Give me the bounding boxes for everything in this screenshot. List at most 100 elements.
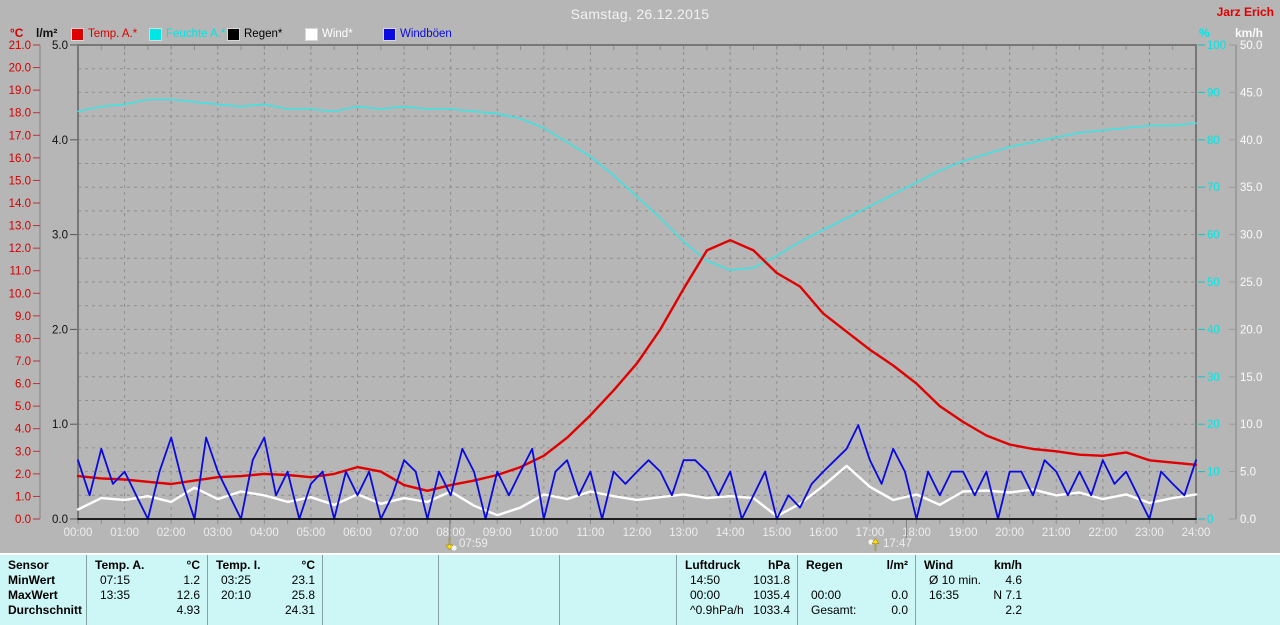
max-time: 00:00 (690, 588, 721, 602)
humidity-axis-tick-label: 40 (1207, 324, 1220, 336)
col-unit: hPa (767, 558, 790, 572)
temp-axis-tick-label: 12.0 (9, 243, 31, 255)
temp-axis-tick-label: 20.0 (9, 63, 31, 75)
table-column-row-labels: Sensor MinWert MaxWert Durchschnitt (0, 555, 86, 625)
x-axis-tick-label: 21:00 (1042, 527, 1071, 539)
legend-label: Regen* (244, 28, 283, 40)
min-time: 03:25 (221, 573, 252, 587)
wind-swatch-icon (305, 27, 318, 41)
col-header: Wind (924, 558, 954, 572)
avg-value: 0.0 (891, 603, 908, 617)
avg-value: 4.93 (176, 603, 200, 617)
temp-axis-tick-label: 3.0 (15, 446, 31, 458)
temp-axis-tick-label: 13.0 (9, 221, 31, 233)
col-header: Regen (806, 558, 843, 572)
sunset-marker: 17:47 (868, 538, 912, 551)
min-value: 1031.8 (753, 573, 790, 587)
x-axis-tick-label: 09:00 (483, 527, 512, 539)
legend-item-temp: Temp. A.* (71, 27, 150, 41)
rain-axis-tick-label: 5.0 (52, 40, 68, 52)
station-name: Jarz Erich (1216, 5, 1274, 19)
table-column-wind: Wind km/h Ø 10 min. 4.6 16:35 N 7.1 2.2 (915, 555, 1280, 625)
table-column-regen: Regen l/m² 00:00 0.0 Gesamt: 0.0 (797, 555, 915, 625)
wind-axis-tick-label: 45.0 (1240, 87, 1262, 99)
wind-axis-tick-label: 10.0 (1240, 419, 1262, 431)
temp-axis-tick-label: 8.0 (15, 333, 31, 345)
avg-label: Gesamt: (811, 603, 857, 617)
row-label-min: MinWert (8, 573, 56, 587)
x-axis-tick-label: 20:00 (995, 527, 1024, 539)
left-axis-unit-temp: °C (10, 26, 24, 40)
temp-axis-tick-label: 7.0 (15, 356, 31, 368)
humidity-axis-tick-label: 30 (1207, 372, 1220, 384)
humidity-axis-tick-label: 50 (1207, 277, 1220, 289)
max-time: 16:35 (929, 588, 960, 602)
legend-item-gusts: Windböen (383, 27, 462, 41)
temp-axis-tick-label: 10.0 (9, 288, 31, 300)
rain-swatch-icon (227, 27, 240, 41)
sunrise-time: 07:59 (459, 538, 488, 550)
humidity-axis-tick-label: 80 (1207, 135, 1220, 147)
humidity-swatch-icon (149, 27, 162, 41)
temp-axis-tick-label: 2.0 (15, 469, 31, 481)
x-axis-tick-label: 02:00 (157, 527, 186, 539)
humidity-axis-tick-label: 20 (1207, 419, 1220, 431)
legend-item-humidity: Feuchte A.* (149, 27, 228, 41)
max-time: 20:10 (221, 588, 252, 602)
humidity-axis-tick-label: 60 (1207, 230, 1220, 242)
x-axis-tick-label: 05:00 (297, 527, 326, 539)
x-axis-tick-label: 24:00 (1182, 527, 1211, 539)
max-value: N 7.1 (993, 588, 1022, 602)
avg-value: 24.31 (284, 603, 315, 617)
x-axis-tick-label: 01:00 (110, 527, 139, 539)
summary-table: Sensor MinWert MaxWert Durchschnitt Temp… (0, 553, 1280, 625)
row-label-max: MaxWert (8, 588, 58, 602)
col-unit: l/m² (886, 558, 908, 572)
humidity-axis-tick-label: 100 (1207, 40, 1226, 52)
col-unit: km/h (993, 558, 1022, 572)
min-value: 23.1 (291, 573, 315, 587)
min-time: 14:50 (690, 573, 721, 587)
x-axis-tick-label: 10:00 (529, 527, 558, 539)
humidity-axis-tick-label: 10 (1207, 467, 1220, 479)
wind-axis-tick-label: 50.0 (1240, 40, 1262, 52)
min-label: Ø 10 min. (929, 573, 982, 587)
col-unit: °C (301, 558, 315, 572)
sunrise-marker: 07:59 (444, 538, 488, 551)
temp-axis-tick-label: 11.0 (9, 266, 31, 278)
rain-axis-tick-label: 2.0 (52, 324, 68, 336)
temp-axis-tick-label: 4.0 (15, 424, 31, 436)
temp-swatch-icon (71, 27, 84, 41)
temp-axis-tick-label: 5.0 (15, 401, 31, 413)
x-axis-tick-label: 03:00 (203, 527, 232, 539)
x-axis-tick-label: 06:00 (343, 527, 372, 539)
wind-axis-tick-label: 5.0 (1240, 467, 1256, 479)
x-axis-tick-label: 07:00 (390, 527, 419, 539)
temp-axis-tick-label: 21.0 (9, 40, 31, 52)
wind-axis-tick-label: 15.0 (1240, 372, 1262, 384)
table-column-empty-2 (438, 555, 559, 625)
x-axis-tick-label: 14:00 (716, 527, 745, 539)
min-value: 1.2 (183, 573, 200, 587)
avg-value: 2.2 (1005, 603, 1022, 617)
x-axis-tick-label: 19:00 (949, 527, 978, 539)
max-value: 0.0 (891, 588, 908, 602)
x-axis-tick-label: 11:00 (576, 527, 604, 539)
series-feuchte-a- (77, 98, 1197, 271)
x-axis-tick-label: 22:00 (1088, 527, 1117, 539)
max-time: 00:00 (811, 588, 842, 602)
temp-axis-tick-label: 17.0 (9, 130, 31, 142)
table-column-luftdruck: Luftdruck hPa 14:50 1031.8 00:00 1035.4 ^0.… (676, 555, 797, 625)
wind-axis-tick-label: 20.0 (1240, 324, 1262, 336)
table-column-empty-3 (559, 555, 676, 625)
col-unit: °C (186, 558, 200, 572)
max-time: 13:35 (100, 588, 131, 602)
max-value: 12.6 (176, 588, 200, 602)
col-header: Luftdruck (685, 558, 741, 572)
col-header: Temp. A. (95, 558, 145, 572)
max-value: 1035.4 (753, 588, 790, 602)
sun-down-icon (445, 538, 457, 551)
left-axis-unit-rain: l/m² (36, 26, 58, 40)
table-column-temp-i: Temp. I. °C 03:25 23.1 20:10 25.8 24.31 (207, 555, 322, 625)
col-header: Temp. I. (216, 558, 261, 572)
